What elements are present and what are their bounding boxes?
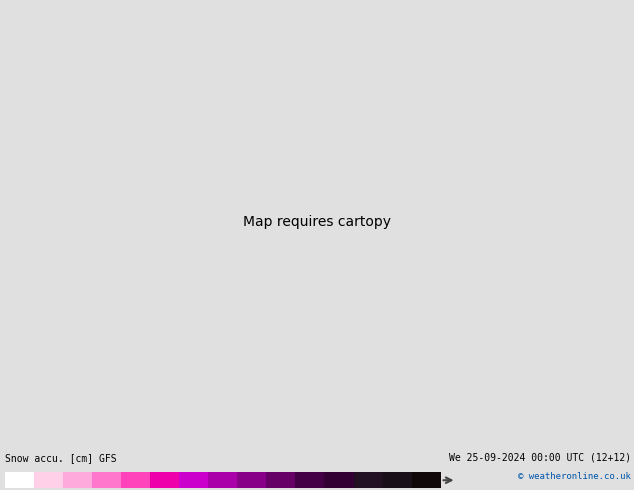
Bar bbox=[34, 472, 63, 488]
Text: Snow accu. [cm] GFS: Snow accu. [cm] GFS bbox=[5, 453, 117, 463]
Bar bbox=[92, 472, 121, 488]
Bar bbox=[382, 472, 411, 488]
Bar bbox=[411, 472, 441, 488]
Bar bbox=[266, 472, 295, 488]
Text: Map requires cartopy: Map requires cartopy bbox=[243, 215, 391, 229]
Bar bbox=[179, 472, 209, 488]
Bar bbox=[209, 472, 237, 488]
Bar bbox=[5, 472, 34, 488]
Bar bbox=[295, 472, 325, 488]
Bar bbox=[63, 472, 92, 488]
Text: © weatheronline.co.uk: © weatheronline.co.uk bbox=[518, 472, 631, 481]
Bar bbox=[150, 472, 179, 488]
Bar bbox=[237, 472, 266, 488]
Text: We 25-09-2024 00:00 UTC (12+12): We 25-09-2024 00:00 UTC (12+12) bbox=[449, 453, 631, 463]
Bar bbox=[354, 472, 382, 488]
Bar bbox=[121, 472, 150, 488]
Bar bbox=[325, 472, 354, 488]
